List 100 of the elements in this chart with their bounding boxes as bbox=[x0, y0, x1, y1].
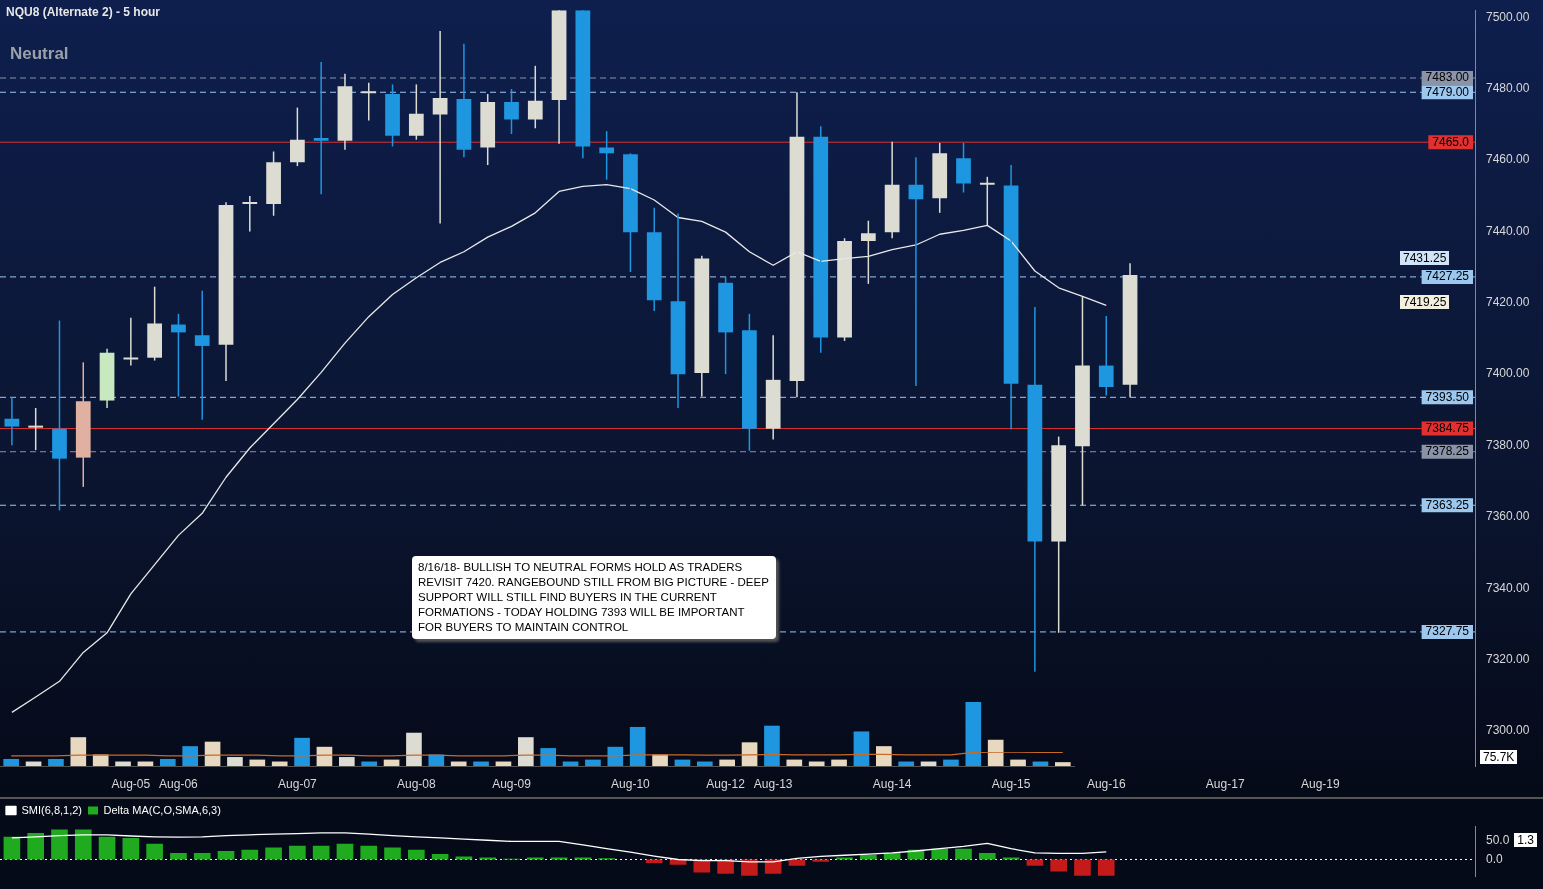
bar bbox=[629, 726, 646, 766]
bar bbox=[122, 837, 140, 860]
bar bbox=[159, 758, 176, 766]
bar bbox=[3, 836, 21, 860]
bar bbox=[965, 702, 982, 766]
candlestick bbox=[860, 219, 876, 285]
candlestick bbox=[408, 83, 424, 141]
bar bbox=[241, 849, 259, 860]
bar bbox=[719, 759, 736, 766]
bar bbox=[338, 757, 355, 766]
bar bbox=[764, 859, 782, 874]
x-tick-label: Aug-13 bbox=[753, 777, 793, 792]
y-tick-label: 7480.00 bbox=[1486, 81, 1530, 96]
x-tick-label: Aug-06 bbox=[159, 777, 199, 792]
x-tick-label: Aug-05 bbox=[111, 777, 151, 792]
bar bbox=[741, 859, 758, 876]
x-tick-label: Aug-12 bbox=[706, 777, 746, 792]
bar bbox=[1050, 859, 1067, 872]
ref-line-label: 7327.75 bbox=[1425, 624, 1470, 639]
y-tick-label: 7400.00 bbox=[1486, 366, 1530, 381]
candlestick bbox=[123, 317, 139, 367]
y-tick-label: 50.0 bbox=[1486, 832, 1510, 847]
candlestick bbox=[290, 106, 305, 167]
ref-line-label: 7363.25 bbox=[1425, 497, 1470, 512]
text: 1.3 bbox=[1514, 833, 1537, 847]
bar bbox=[265, 847, 282, 860]
bar bbox=[853, 731, 870, 766]
bar bbox=[955, 848, 972, 860]
candlestick bbox=[979, 176, 995, 227]
y-tick-label: 7420.00 bbox=[1486, 295, 1530, 310]
bar bbox=[455, 856, 473, 860]
candlestick bbox=[194, 289, 210, 421]
candlestick bbox=[52, 319, 67, 512]
y-tick-label: 7440.00 bbox=[1486, 223, 1530, 238]
x-tick-label: Aug-19 bbox=[1301, 777, 1341, 792]
bar bbox=[312, 845, 330, 860]
bar bbox=[978, 852, 996, 860]
bar bbox=[204, 741, 221, 766]
y-tick-label: 0.0 bbox=[1486, 851, 1504, 866]
bar bbox=[987, 739, 1004, 766]
bar bbox=[931, 848, 949, 860]
annotation: 8/16/18- BULLISH TO NEUTRAL FORMS HOLD AS TRADERS REVISIT 7420. RANGEBOUND STILL FROM BIG PICTURE - DEEP SUPPORT WILL STILL FIND BUYERS IN THE CURRENT FORMATIONS - TODAY HOLDING 7393 WILL BE IMPORTANT FOR BUYERS TO MAINTAIN CONTROL bbox=[412, 556, 776, 639]
bar bbox=[786, 759, 803, 766]
candlestick bbox=[623, 152, 638, 273]
candlestick bbox=[1075, 295, 1090, 507]
bar bbox=[1074, 859, 1091, 876]
x-tick-label: Aug-15 bbox=[991, 777, 1031, 792]
bar bbox=[249, 759, 266, 766]
bar bbox=[696, 761, 713, 766]
y-tick-label: 7300.00 bbox=[1486, 723, 1530, 738]
bar bbox=[289, 845, 306, 860]
legend-label: Delta MA(C,O,SMA,6,3) bbox=[103, 803, 221, 816]
bar bbox=[27, 832, 45, 860]
x-tick-label: Aug-10 bbox=[611, 777, 651, 792]
annotation: 7431.25 bbox=[1400, 251, 1450, 265]
candlestick bbox=[1098, 315, 1114, 397]
x-tick-label: Aug-17 bbox=[1205, 777, 1245, 792]
y-tick-label: 7320.00 bbox=[1486, 651, 1530, 666]
bar bbox=[360, 845, 378, 860]
legend-label: SMI(6,8,1,2) bbox=[21, 803, 83, 816]
bar bbox=[408, 849, 425, 860]
candlestick bbox=[742, 313, 757, 452]
bar bbox=[741, 742, 758, 766]
bar bbox=[943, 759, 959, 766]
ref-line-label: 7393.50 bbox=[1425, 389, 1470, 404]
bar bbox=[1010, 759, 1026, 766]
bar bbox=[717, 859, 734, 874]
y-tick-label: 7340.00 bbox=[1486, 580, 1530, 595]
bar bbox=[1026, 859, 1044, 866]
bar bbox=[70, 737, 87, 766]
bar bbox=[227, 757, 243, 766]
bar bbox=[336, 843, 354, 860]
candlestick bbox=[718, 276, 733, 375]
chart-title: NQU8 (Alternate 2) - 5 hour bbox=[6, 5, 161, 19]
ref-line-label: 7427.25 bbox=[1425, 269, 1470, 284]
bar bbox=[294, 737, 310, 766]
bar bbox=[384, 847, 401, 860]
x-tick-label: Aug-16 bbox=[1086, 777, 1126, 792]
candlestick bbox=[504, 88, 519, 135]
candlestick bbox=[1051, 435, 1067, 634]
bar bbox=[170, 852, 187, 860]
bar bbox=[48, 758, 64, 766]
candlestick bbox=[266, 150, 281, 217]
x-tick-label: Aug-09 bbox=[492, 777, 532, 792]
bar bbox=[1097, 859, 1115, 876]
y-tick-label: 7460.00 bbox=[1486, 152, 1530, 167]
candlestick bbox=[385, 83, 400, 148]
candlestick bbox=[28, 407, 44, 451]
y-tick-label: 7380.00 bbox=[1486, 437, 1530, 452]
candlestick bbox=[837, 237, 852, 342]
ref-line-label: 7384.75 bbox=[1425, 420, 1470, 435]
bar bbox=[764, 725, 780, 766]
bar bbox=[74, 829, 92, 860]
bar bbox=[875, 746, 892, 766]
bar bbox=[674, 759, 691, 766]
bar bbox=[585, 759, 601, 766]
bar bbox=[540, 748, 557, 766]
candlestick bbox=[932, 142, 948, 214]
bar bbox=[51, 829, 68, 860]
bar bbox=[92, 754, 109, 766]
